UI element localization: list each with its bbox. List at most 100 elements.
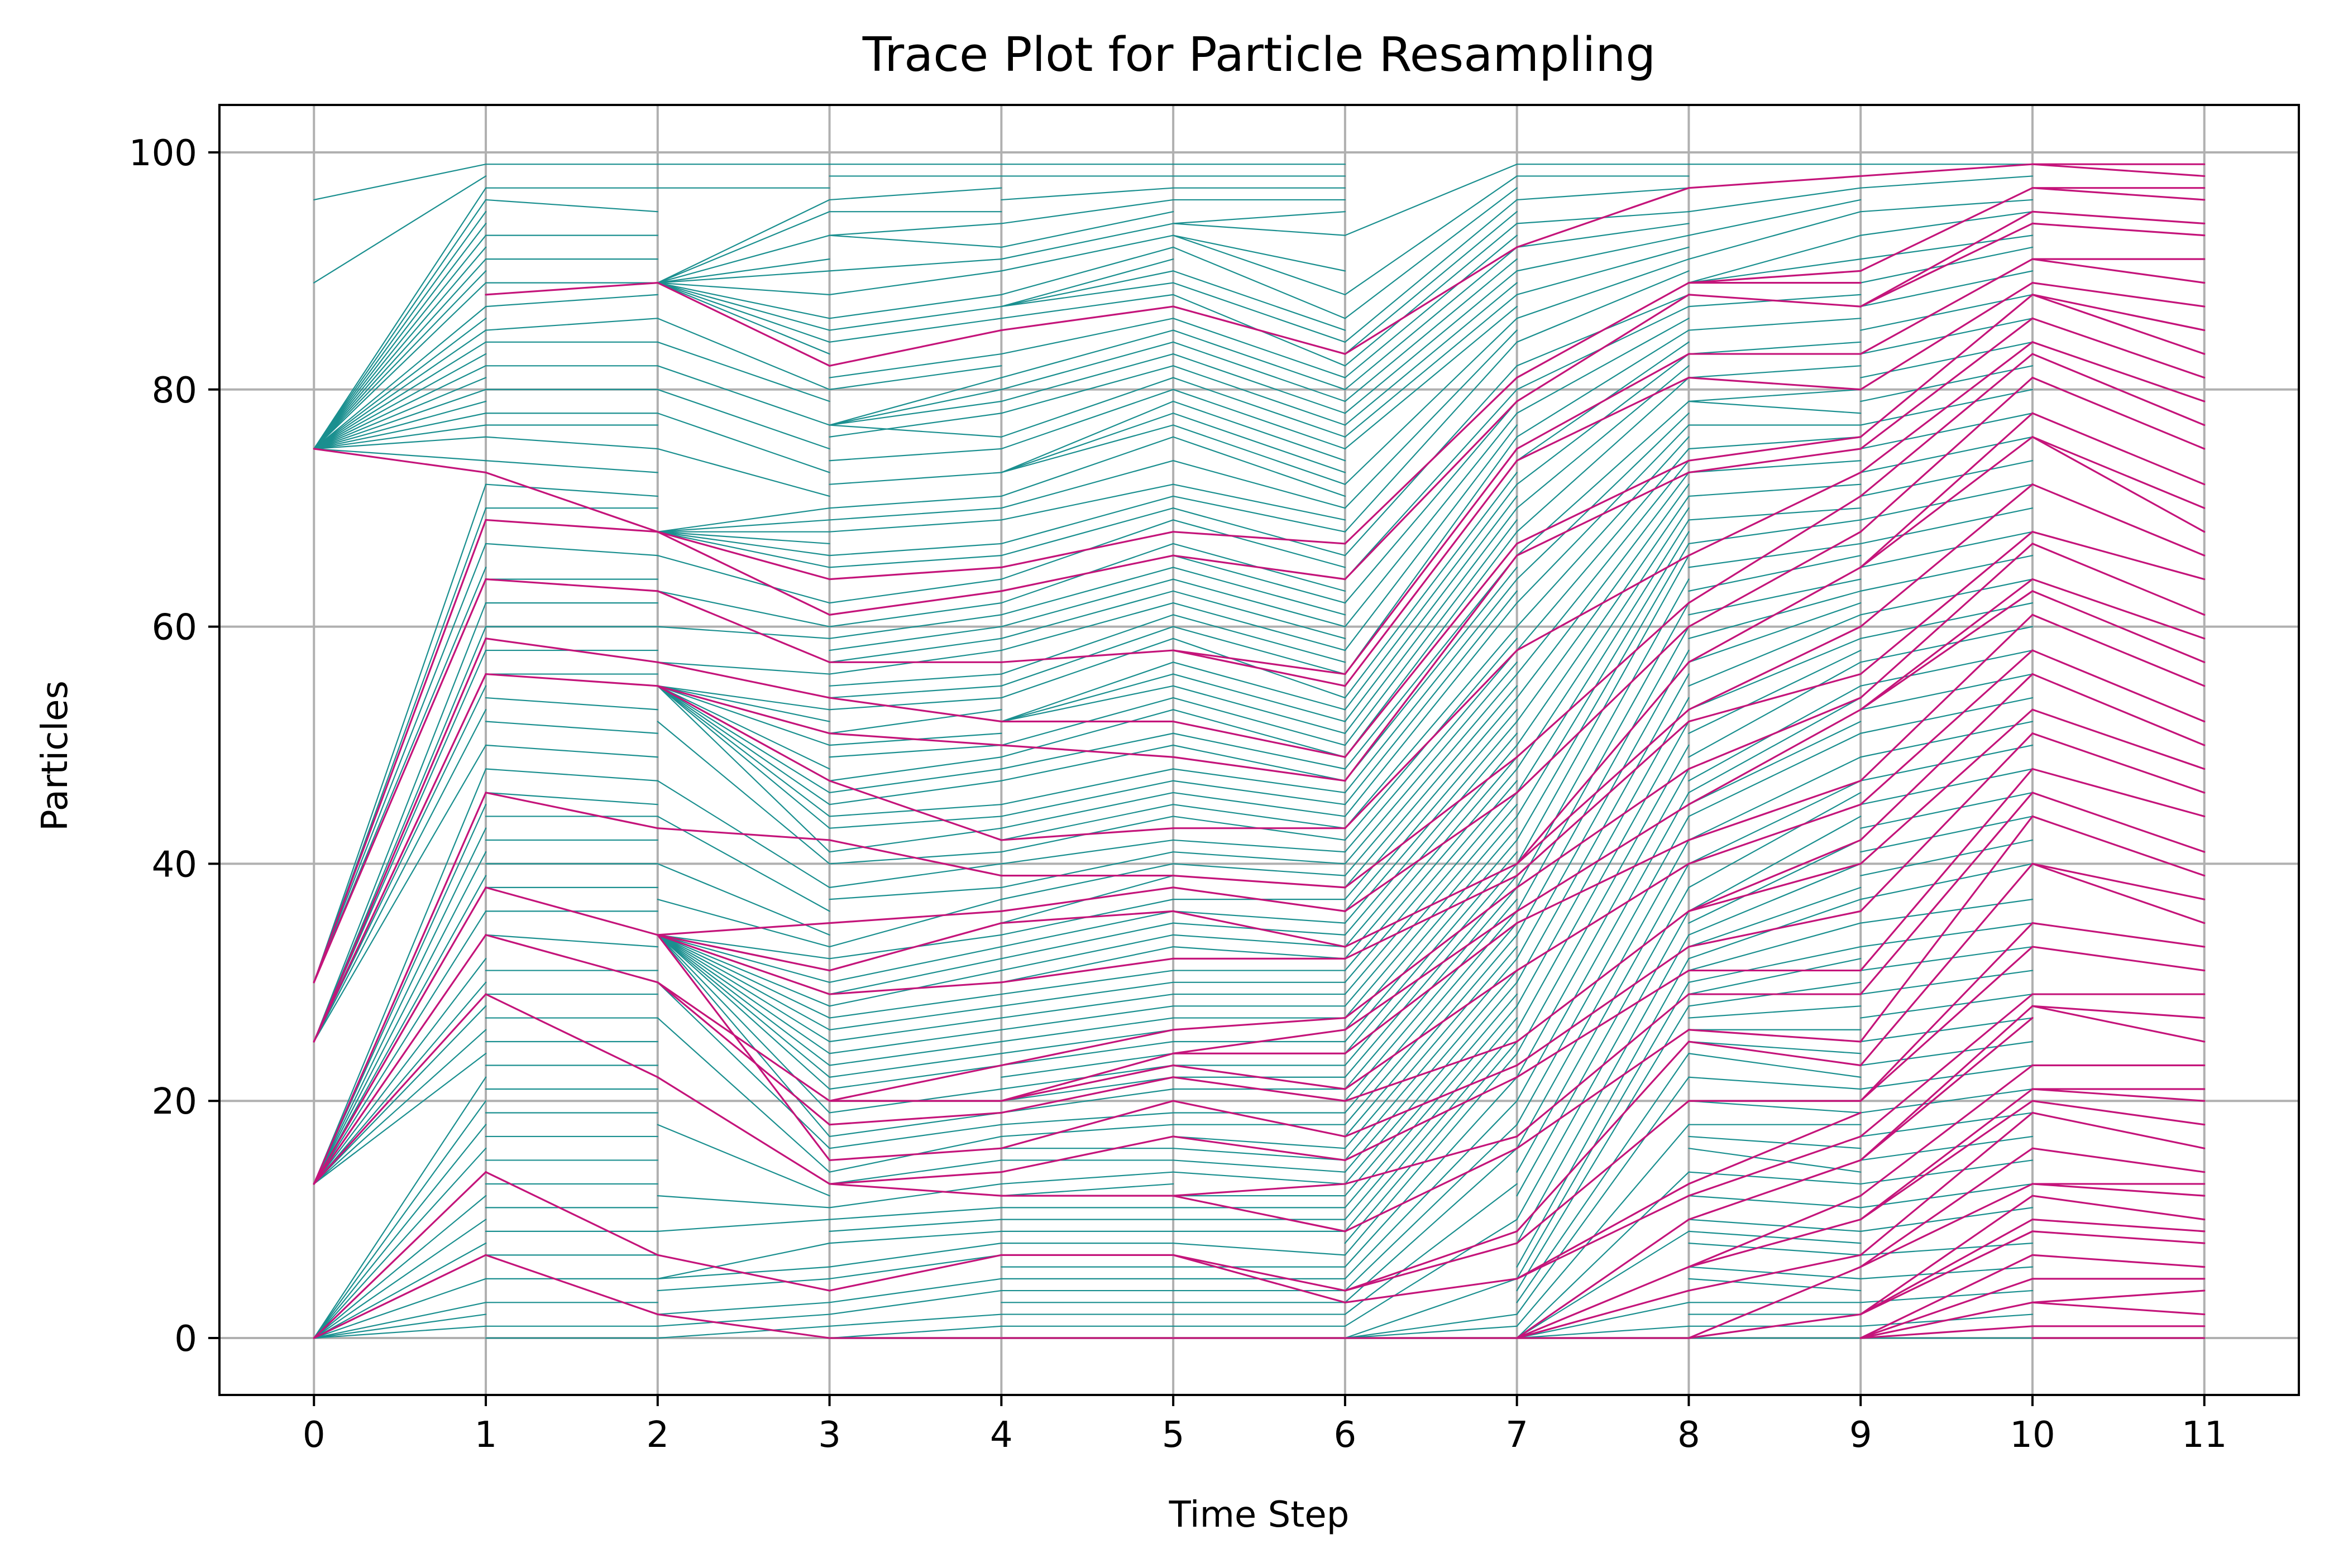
x-axis-ticks: 0 1 2 3 4 5 6 7 8 9 10 11 — [303, 1395, 2227, 1456]
background-lineage-segment — [1860, 1017, 2034, 1043]
surviving-lineage-segment — [1859, 294, 2034, 438]
background-lineage-segment — [1173, 223, 1346, 236]
surviving-lineage-segment — [1859, 282, 2034, 391]
background-lineage-segment — [1173, 780, 1346, 805]
background-lineage-segment — [829, 827, 1002, 853]
surviving-lineage-segment — [1859, 862, 2034, 1067]
background-lineage-segment — [1344, 661, 1518, 865]
background-lineage-segment — [1001, 389, 1174, 450]
background-lineage-segment — [1688, 1076, 1862, 1090]
background-lineage-segment — [1001, 282, 1174, 308]
surviving-lineage-segment — [657, 922, 831, 936]
surviving-lineage-segment — [1000, 1064, 1174, 1102]
surviving-lineage-segment — [2031, 590, 2206, 663]
background-lineage-segment — [1344, 282, 1518, 426]
background-lineage-segment — [1860, 578, 2034, 616]
surviving-lineage-segment — [1344, 400, 1518, 581]
background-lineage-segment — [657, 685, 830, 722]
background-lineage-segment — [1173, 436, 1346, 497]
surviving-lineage-segment — [1516, 839, 1690, 924]
surviving-lineage-segment — [2031, 732, 2206, 794]
surviving-lineage-segment — [485, 578, 659, 592]
background-lineage-segment — [1516, 1005, 1690, 1292]
background-lineage-segment — [1516, 697, 1690, 1007]
background-lineage-segment — [1173, 946, 1346, 960]
surviving-lineage-segment — [1687, 1159, 1862, 1221]
background-lineage-segment — [1516, 329, 1690, 438]
surviving-lineage-segment — [1687, 803, 1862, 865]
background-lineage-segment — [657, 934, 830, 960]
surviving-lineage-segment — [1859, 1219, 2034, 1316]
background-lineage-segment — [1688, 187, 1862, 213]
background-lineage-segment — [1173, 626, 1346, 675]
background-lineage-segment — [1173, 234, 1346, 295]
surviving-lineage-segment — [1859, 531, 2034, 675]
background-lineage-segment — [657, 555, 830, 604]
background-lineage-segment — [657, 685, 830, 853]
x-tick-label: 1 — [475, 1414, 498, 1456]
surviving-lineage-segment — [1516, 602, 1690, 758]
background-lineage-segment — [1860, 1183, 2034, 1209]
background-lineage-segment — [657, 1124, 830, 1197]
surviving-lineage-segment — [1000, 1100, 1174, 1149]
background-lineage-segment — [1516, 365, 1690, 509]
background-lineage-segment — [1173, 685, 1346, 734]
surviving-lineage-segment — [1859, 673, 2034, 841]
background-lineage-segment — [313, 211, 487, 450]
background-lineage-segment — [1860, 270, 2034, 308]
surviving-lineage-segment — [1344, 448, 1518, 675]
surviving-lineage-segment — [313, 1254, 487, 1339]
surviving-lineage-segment — [657, 827, 831, 841]
surviving-lineage-segment — [1172, 910, 1346, 948]
surviving-lineage-segment — [1000, 827, 1174, 841]
background-lineage-segment — [313, 199, 487, 450]
surviving-lineage-segment — [1172, 1183, 1346, 1197]
y-tick-label: 20 — [152, 1081, 197, 1123]
surviving-lineage-segment — [485, 1171, 659, 1256]
surviving-lineage-segment — [657, 531, 831, 616]
surviving-lineage-segment — [1859, 187, 2034, 272]
background-lineage-segment — [657, 934, 830, 1078]
background-lineage-segment — [1344, 958, 1518, 1161]
surviving-lineage-segment — [1000, 910, 1174, 924]
surviving-lineage-segment — [828, 566, 1002, 581]
background-lineage-segment — [1001, 768, 1174, 805]
background-lineage-segment — [485, 768, 658, 781]
background-lineage-segment — [485, 721, 658, 734]
background-lineage-segment — [1173, 697, 1346, 746]
background-lineage-segment — [657, 1302, 830, 1315]
surviving-lineage-segment — [1516, 1219, 1690, 1339]
background-lineage-segment — [829, 1159, 1002, 1185]
surviving-lineage-segment — [1687, 1265, 1862, 1339]
background-lineage-segment — [829, 1230, 1002, 1244]
surviving-lineage-segment — [2031, 613, 2206, 687]
background-lineage-segment — [1001, 258, 1174, 308]
surviving-lineage-segment — [1172, 720, 1346, 758]
background-lineage-segment — [657, 519, 830, 533]
background-lineage-segment — [1001, 365, 1174, 414]
background-lineage-segment — [829, 377, 1002, 426]
background-lineage-segment — [1516, 270, 1690, 343]
background-lineage-segment — [1173, 329, 1346, 390]
surviving-lineage-segment — [1516, 625, 1690, 794]
background-lineage-segment — [1516, 519, 1690, 794]
surviving-lineage-segment — [1000, 1076, 1174, 1114]
surviving-lineage-segment — [1344, 1135, 1518, 1185]
background-lineage-segment — [1001, 673, 1174, 722]
background-lineage-segment — [657, 685, 830, 817]
background-lineage-segment — [1860, 922, 2034, 948]
background-lineage-segment — [1344, 993, 1518, 1197]
background-lineage-segment — [1001, 1053, 1174, 1078]
surviving-lineage-segment — [1516, 768, 1690, 889]
background-lineage-segment — [1516, 531, 1690, 817]
background-lineage-segment — [829, 1064, 1002, 1090]
background-lineage-segment — [1688, 756, 1862, 841]
background-lineage-segment — [1344, 341, 1518, 533]
x-tick-label: 4 — [990, 1414, 1013, 1456]
background-lineage-segment — [829, 1124, 1002, 1149]
surviving-lineage-segment — [485, 673, 659, 687]
background-lineage-segment — [313, 341, 487, 450]
background-lineage-segment — [657, 1325, 830, 1339]
background-lineage-segment — [485, 199, 658, 213]
background-lineage-segment — [1001, 495, 1174, 545]
